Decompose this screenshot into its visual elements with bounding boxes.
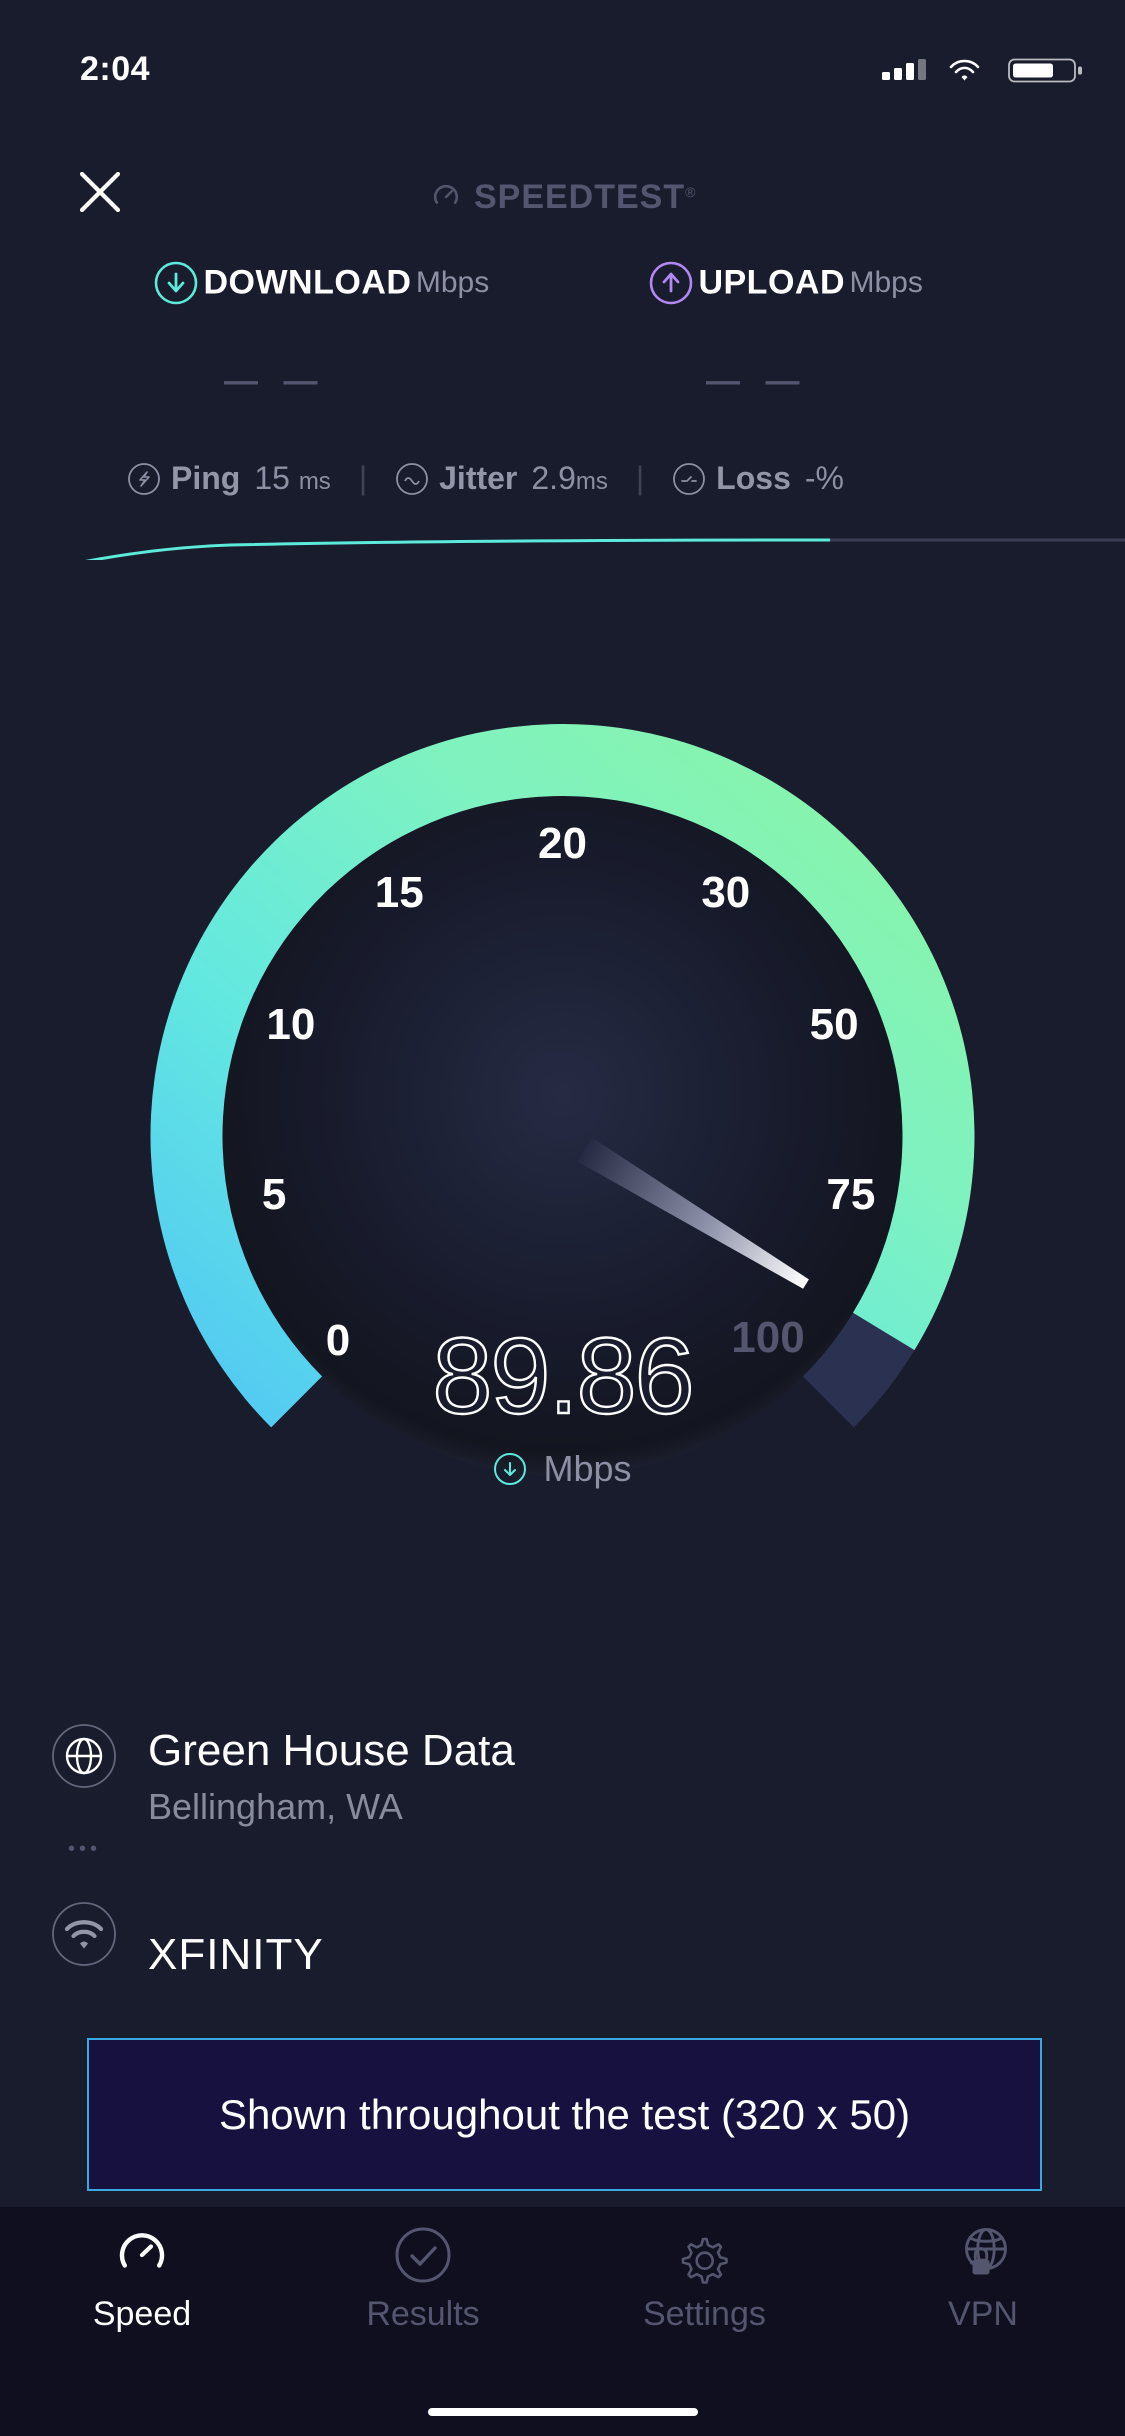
svg-text:5: 5 xyxy=(262,1170,286,1219)
svg-text:15: 15 xyxy=(375,868,424,917)
svg-text:20: 20 xyxy=(538,819,587,868)
svg-text:75: 75 xyxy=(826,1170,875,1219)
svg-text:10: 10 xyxy=(266,1000,315,1049)
svg-text:50: 50 xyxy=(810,1000,859,1049)
svg-text:30: 30 xyxy=(701,868,750,917)
